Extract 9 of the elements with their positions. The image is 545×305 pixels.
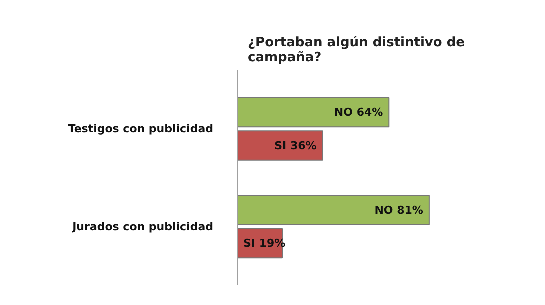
y-tick-label: Testigos con publicidad [68,122,214,136]
y-tick-label: Jurados con publicidad [72,220,214,234]
data-label: SI 36% [274,139,317,152]
bar [238,195,430,226]
data-label: NO 81% [374,204,424,217]
bar [238,130,324,161]
chart-title: ¿Portaban algún distintivo de campaña? [248,36,466,66]
data-label: NO 64% [334,106,384,120]
bar [238,97,390,128]
